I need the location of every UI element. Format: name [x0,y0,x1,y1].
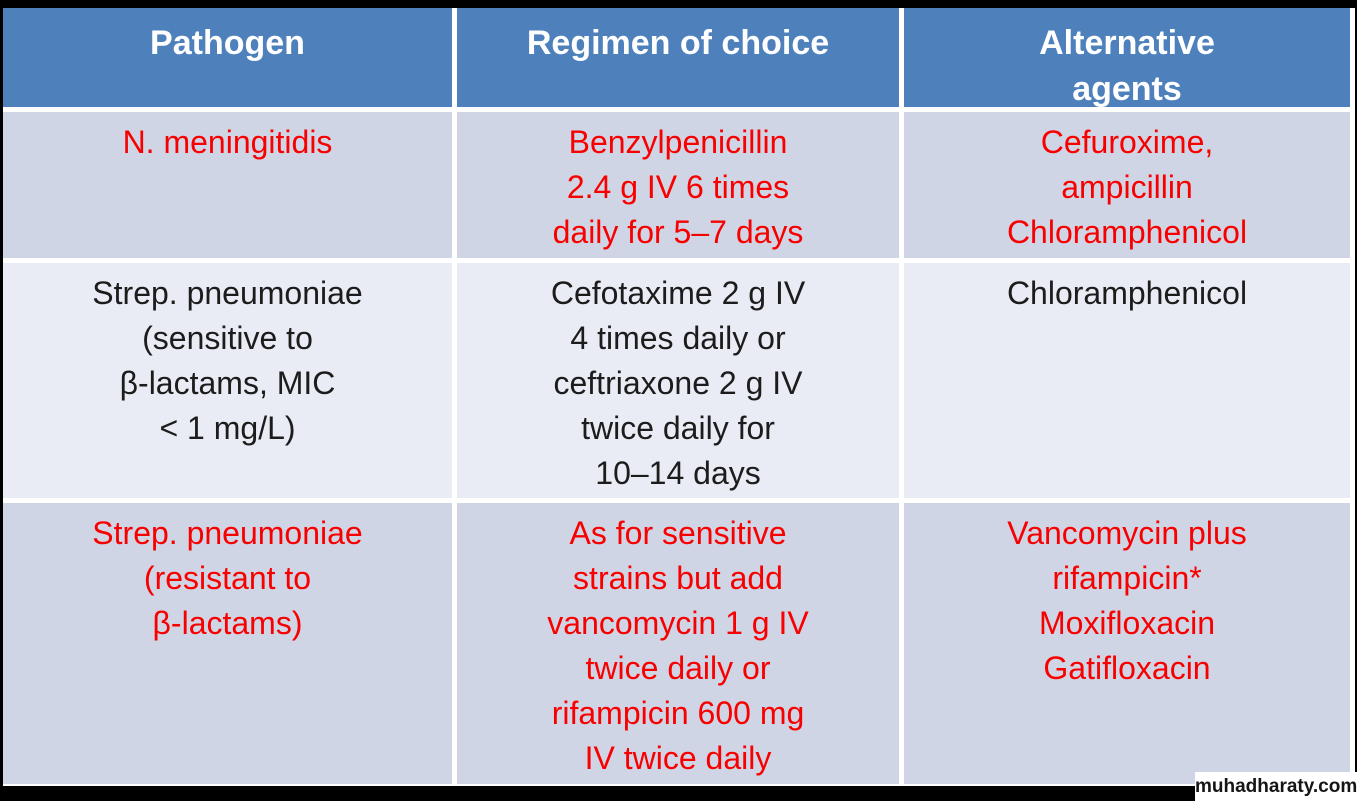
cell-text-line: Vancomycin plus [1007,515,1247,551]
cell-text-line: rifampicin 600 mg [551,695,805,731]
cell-regimen-strep-resistant: As for sensitive strains but add vancomy… [457,503,899,784]
cell-text-line: Moxifloxacin [1038,605,1216,641]
cell-text-line: N. meningitidis [122,124,333,160]
cell-text-line: Cefuroxime, [1040,124,1214,160]
cell-text-line: daily for 5–7 days [552,214,804,250]
cell-pathogen-strep-sensitive: Strep. pneumoniae (sensitive to β-lactam… [3,263,452,498]
cell-text-line: Strep. pneumoniae [92,275,363,311]
cell-text-line: β-lactams, MIC [119,365,336,401]
cell-text-line: twice daily or [585,650,771,686]
cell-text-line: Strep. pneumoniae [92,515,363,551]
cell-regimen-n-meningitidis: Benzylpenicillin 2.4 g IV 6 times daily … [457,112,899,258]
cell-text-line: As for sensitive [569,515,787,551]
cell-text-line: ceftriaxone 2 g IV [553,365,803,401]
column-header-pathogen: Pathogen [3,8,452,107]
cell-text-line: (sensitive to [142,320,313,356]
cell-text-line: rifampicin* [1052,560,1202,596]
watermark-muhadharaty: muhadharaty.com [1195,772,1357,801]
cell-text-line: Cefotaxime 2 g IV [550,275,806,311]
column-header-alternative-agents: Alternative agents [904,8,1350,107]
header-text: agents [1072,70,1182,107]
header-text: Alternative [1039,24,1215,62]
antibiotic-regimen-table: Pathogen Regimen of choice Alternative a… [3,8,1355,786]
cell-alternative-n-meningitidis: Cefuroxime, ampicillin Chloramphenicol [904,112,1350,258]
cell-text-line: 2.4 g IV 6 times [566,169,790,205]
cell-regimen-strep-sensitive: Cefotaxime 2 g IV 4 times daily or ceftr… [457,263,899,498]
cell-text-line: vancomycin 1 g IV [547,605,809,641]
cell-pathogen-n-meningitidis: N. meningitidis [3,112,452,258]
cell-text-line: Chloramphenicol [1006,275,1248,311]
cell-text-line: 4 times daily or [570,320,786,356]
cell-alternative-strep-resistant: Vancomycin plus rifampicin* Moxifloxacin… [904,503,1350,784]
column-header-regimen-of-choice: Regimen of choice [457,8,899,107]
cell-pathogen-strep-resistant: Strep. pneumoniae (resistant to β-lactam… [3,503,452,784]
cell-text-line: (resistant to [143,560,312,596]
header-text: Pathogen [150,24,305,62]
cell-text-line: 10–14 days [595,455,761,491]
cell-text-line: IV twice daily [584,740,772,776]
cell-text-line: < 1 mg/L) [159,410,296,446]
cell-alternative-strep-sensitive: Chloramphenicol [904,263,1350,498]
cell-text-line: ampicillin [1061,169,1193,205]
cell-text-line: Benzylpenicillin [568,124,788,160]
header-text: Regimen of choice [526,24,830,62]
cell-text-line: twice daily for [581,410,775,446]
cell-text-line: β-lactams) [152,605,303,641]
cell-text-line: strains but add [573,560,783,596]
cell-text-line: Chloramphenicol [1006,214,1248,250]
cell-text-line: Gatifloxacin [1043,650,1211,686]
